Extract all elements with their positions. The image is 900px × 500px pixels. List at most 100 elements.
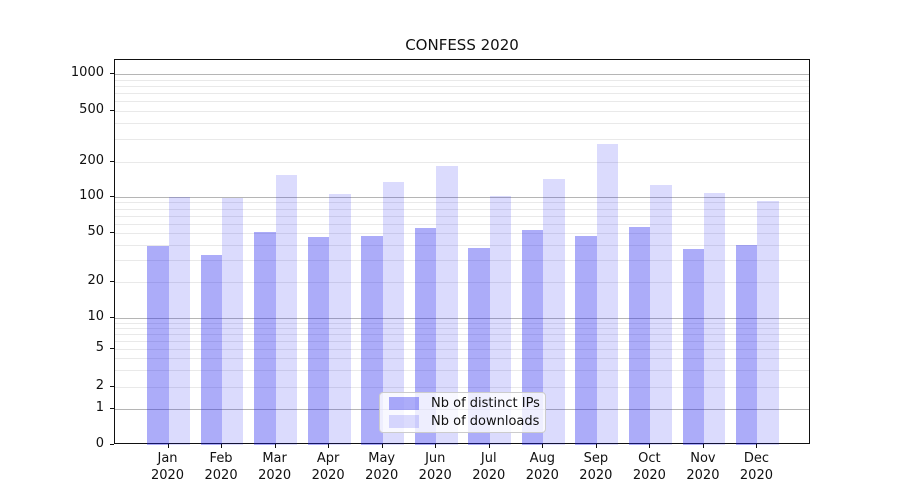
bar-nb-of-distinct-ips-nov — [682, 249, 704, 445]
y-axis-tick-mark — [110, 444, 114, 445]
bar-nb-of-downloads-may — [382, 181, 405, 445]
bar-nb-of-downloads-mar — [275, 174, 298, 445]
gridline-minor — [115, 208, 809, 210]
y-axis-tick-mark — [110, 73, 114, 74]
bar-nb-of-distinct-ips-may — [361, 236, 383, 445]
bar-nb-of-downloads-jan — [168, 197, 190, 445]
x-axis-tick-label: Sep 2020 — [566, 450, 626, 484]
x-axis-tick-mark — [595, 444, 597, 448]
y-axis-tick-label: 2 — [95, 378, 104, 393]
x-axis-tick-label-year: 2020 — [472, 468, 506, 483]
gridline-minor — [115, 282, 809, 283]
x-axis-tick-label-year: 2020 — [311, 468, 345, 483]
chart-title: CONFESS 2020 — [405, 36, 519, 54]
x-axis-tick-label: May 2020 — [352, 450, 412, 484]
x-axis-tick-label-year: 2020 — [150, 468, 185, 483]
y-axis-tick-label: 100 — [79, 188, 104, 203]
x-axis-tick-label: Aug 2020 — [512, 450, 572, 484]
bar-nb-of-downloads-sep — [596, 144, 619, 445]
bar-nb-of-downloads-dec — [757, 200, 779, 445]
legend-swatch — [389, 415, 419, 429]
gridline-minor — [115, 139, 809, 141]
bar-nb-of-downloads-aug — [543, 178, 565, 445]
y-axis-tick-mark — [110, 408, 114, 409]
x-axis-tick-label-month: Nov — [690, 451, 716, 466]
gridline-minor — [115, 123, 809, 125]
x-axis-tick-mark — [756, 444, 758, 448]
x-axis-tick-label: Oct 2020 — [619, 450, 679, 484]
x-axis-tick-mark — [649, 444, 651, 448]
gridline-major — [115, 74, 809, 75]
gridline-minor — [115, 79, 809, 81]
x-axis-tick-label: Apr 2020 — [298, 450, 358, 484]
x-axis-tick-mark — [167, 444, 169, 448]
bar-nb-of-distinct-ips-mar — [254, 231, 276, 445]
x-axis-tick-label: Nov 2020 — [673, 450, 733, 484]
gridline-minor — [115, 244, 809, 246]
x-axis-tick-label-month: Jan — [157, 451, 178, 466]
gridline-minor — [115, 162, 809, 163]
x-axis-tick-label-year: 2020 — [365, 468, 399, 483]
x-axis-tick-label-year: 2020 — [686, 468, 720, 483]
gridline-minor — [115, 358, 809, 360]
legend-item-nb-of-distinct-ips: Nb of distinct IPs — [380, 395, 545, 412]
bar-nb-of-distinct-ips-oct — [628, 227, 651, 445]
y-axis-tick-mark — [110, 348, 114, 349]
gridline-minor — [115, 340, 809, 342]
x-axis-tick-label-year: 2020 — [525, 468, 559, 483]
x-axis-tick-label-year: 2020 — [739, 468, 773, 483]
y-axis-tick-label: 50 — [87, 224, 104, 239]
x-axis-tick-label: Dec 2020 — [726, 450, 786, 484]
bar-nb-of-distinct-ips-sep — [575, 236, 597, 445]
y-axis-tick-label: 20 — [87, 273, 104, 288]
y-axis-tick-mark — [110, 161, 114, 162]
y-axis-tick-label: 10 — [87, 309, 104, 324]
y-axis-tick-mark — [110, 232, 114, 233]
gridline-minor — [115, 111, 809, 112]
y-axis-tick-label: 5 — [95, 340, 104, 355]
x-axis-tick-label: Jan 2020 — [138, 450, 198, 484]
y-axis-tick-label: 1 — [95, 400, 104, 415]
y-axis-tick-label: 500 — [79, 102, 104, 117]
x-axis-tick-label-month: Aug — [529, 451, 555, 466]
gridline-minor — [115, 223, 809, 225]
legend-swatch — [389, 396, 419, 410]
x-axis-tick-label-month: Dec — [743, 451, 770, 466]
bar-nb-of-downloads-jul — [489, 196, 512, 445]
x-axis-tick-label-year: 2020 — [204, 468, 238, 483]
x-axis-tick-mark — [221, 444, 223, 448]
x-axis-tick-label-month: Oct — [638, 451, 661, 466]
plot-area — [114, 59, 810, 445]
x-axis-tick-label-year: 2020 — [632, 468, 666, 483]
x-axis-tick-label-month: Feb — [209, 451, 233, 466]
x-axis-tick-label-month: Jul — [480, 451, 497, 466]
bar-nb-of-distinct-ips-jan — [147, 246, 169, 445]
legend-label: Nb of distinct IPs — [431, 395, 540, 411]
gridline-minor — [115, 322, 809, 324]
x-axis-tick-label: Mar 2020 — [245, 450, 305, 484]
gridline-minor — [115, 215, 809, 217]
x-axis-tick-mark — [488, 444, 490, 448]
bar-nb-of-downloads-nov — [703, 192, 726, 445]
x-axis-tick-label-year: 2020 — [579, 468, 613, 483]
y-axis-tick-mark — [110, 281, 114, 282]
x-axis-tick-label: Jun 2020 — [405, 450, 465, 484]
y-axis-tick-mark — [110, 110, 114, 111]
x-axis-tick-label-month: Jun — [425, 451, 446, 466]
y-axis-tick-label: 1000 — [70, 65, 104, 80]
x-axis-tick-label-month: Sep — [583, 451, 609, 466]
y-axis-tick-label: 0 — [95, 436, 104, 451]
gridline-minor — [115, 370, 809, 372]
x-axis-tick-label-year: 2020 — [418, 468, 452, 483]
x-axis-tick-mark — [274, 444, 276, 448]
gridline-minor — [115, 233, 809, 234]
bar-nb-of-distinct-ips-jun — [414, 228, 437, 445]
y-axis-tick-mark — [110, 386, 114, 387]
x-axis-tick-label: Jul 2020 — [459, 450, 519, 484]
bar-nb-of-distinct-ips-feb — [200, 255, 223, 445]
legend-item-nb-of-downloads: Nb of downloads — [380, 413, 545, 430]
bar-nb-of-downloads-apr — [329, 193, 351, 445]
gridline-minor — [115, 93, 809, 95]
bar-nb-of-distinct-ips-dec — [736, 244, 758, 445]
